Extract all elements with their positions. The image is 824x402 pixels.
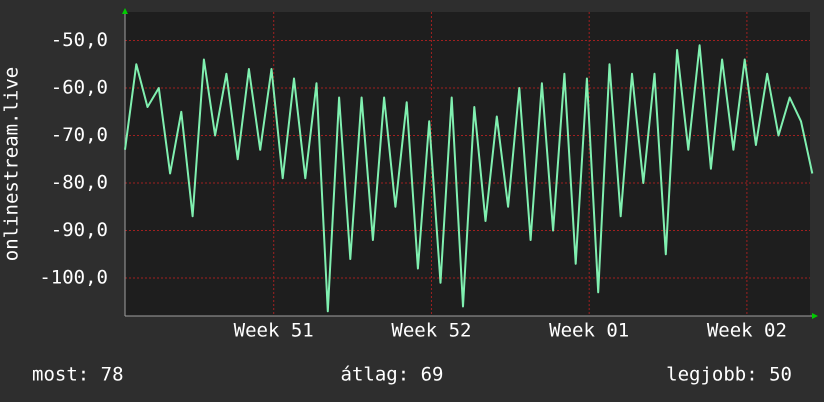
- y-tick-label: -90,0: [51, 219, 108, 241]
- y-tick-label: -70,0: [51, 124, 108, 146]
- footer-current: most: 78: [32, 364, 124, 386]
- x-tick-label: Week 01: [549, 320, 629, 342]
- plot-area: [125, 12, 810, 316]
- x-tick-label: Week 51: [234, 320, 314, 342]
- footer-best: legjobb: 50: [666, 364, 792, 386]
- y-tick-label: -50,0: [51, 29, 108, 51]
- y-arrow: [122, 8, 128, 14]
- data-line: [124, 44, 814, 313]
- x-tick-label: Week 52: [391, 320, 471, 342]
- y-tick-label: -60,0: [51, 77, 108, 99]
- x-arrow: [812, 313, 818, 319]
- x-tick-label: Week 02: [707, 320, 787, 342]
- y-tick-label: -80,0: [51, 172, 108, 194]
- y-axis-label: onlinestream.live: [1, 67, 23, 261]
- y-tick-label: -100,0: [39, 267, 108, 289]
- footer-average: átlag: 69: [341, 364, 444, 386]
